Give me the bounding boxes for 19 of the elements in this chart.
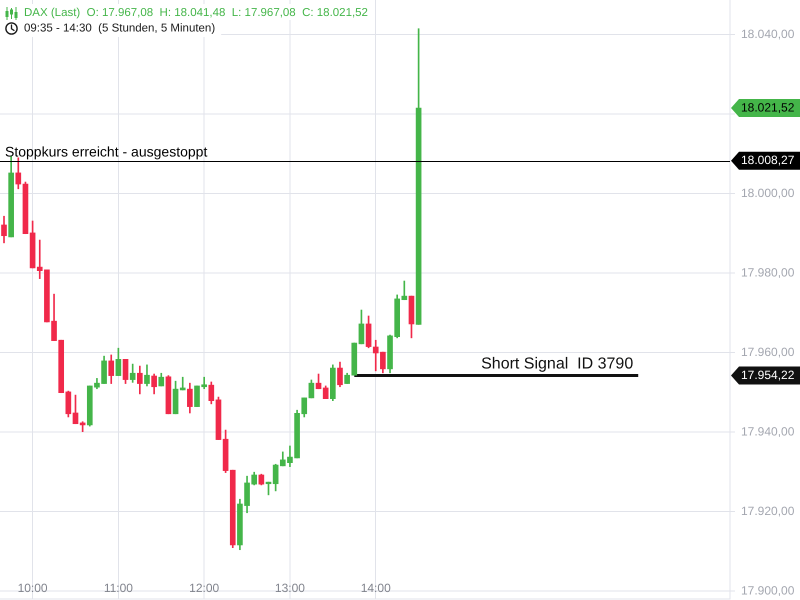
text: DAX (Last) O: 17.967,08 H: 18.041,48 L: 17.967,08 C: 18.021,52 bbox=[24, 7, 368, 20]
series-label: Short Signal ID 3790 bbox=[481, 356, 634, 373]
y-tick-label: 18.021,52 bbox=[741, 100, 795, 114]
ref-line-label: Stoppkurs erreicht - ausgestoppt bbox=[5, 144, 208, 160]
y-tick-label: 17.954,22 bbox=[741, 368, 795, 382]
x-tick-label: 10:00 bbox=[18, 581, 48, 596]
y-tick-label: 17.960,00 bbox=[741, 344, 795, 359]
x-tick-label: 14:00 bbox=[360, 581, 392, 596]
y-tick-label: 18.000,00 bbox=[741, 186, 795, 200]
x-tick-label: 12:00 bbox=[189, 581, 220, 596]
x-tick-label: 13:00 bbox=[274, 581, 306, 596]
y-tick-label: 17.900,00 bbox=[741, 583, 795, 598]
x-tick-label: 11:00 bbox=[104, 581, 134, 596]
text: 09:35 - 14:30 (5 Stunden, 5 Minuten) bbox=[24, 22, 216, 35]
y-tick-label: 17.920,00 bbox=[741, 504, 795, 518]
y-tick-label: 18.008,27 bbox=[741, 153, 795, 168]
y-tick-label: 17.980,00 bbox=[741, 265, 795, 280]
y-tick-label: 17.940,00 bbox=[741, 424, 795, 438]
y-tick-label: 18.040,00 bbox=[741, 26, 795, 41]
